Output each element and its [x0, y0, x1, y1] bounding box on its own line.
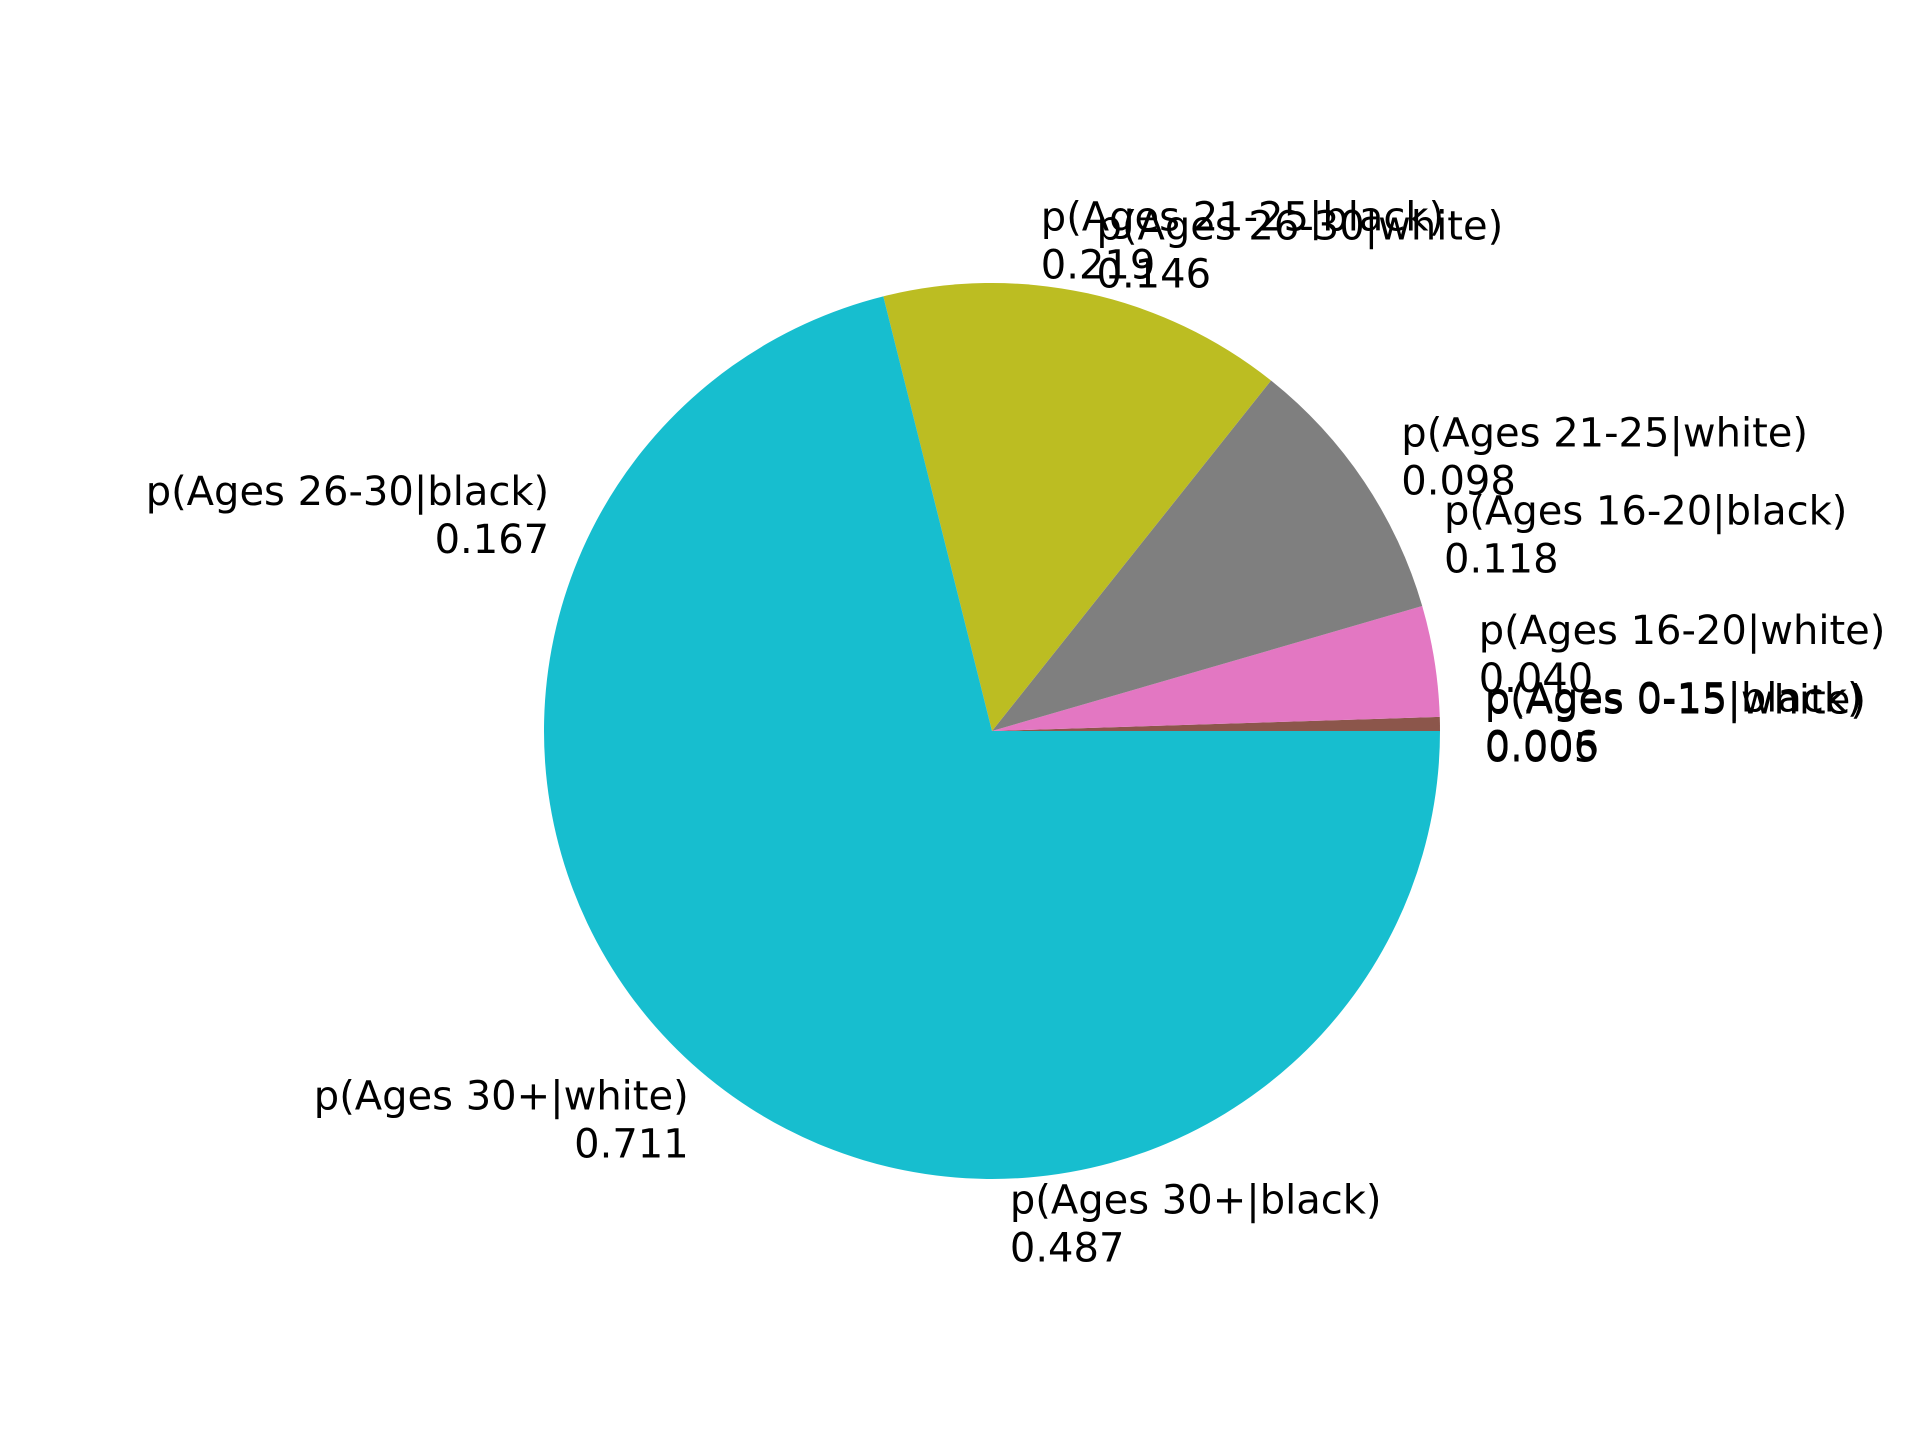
black-slice-label-name: p(Ages 0-15|black)	[1485, 676, 1863, 722]
white-slice-label-name: p(Ages 30+|white)	[314, 1073, 689, 1119]
pie-slice	[544, 296, 1440, 1179]
black-slice-label-value: 0.118	[1444, 537, 1559, 583]
white-slice-label: p(Ages 0-15|white) 0.005	[1485, 677, 1866, 771]
black-slice-label-name: p(Ages 30+|black)	[1010, 1178, 1382, 1224]
black-slice-label: p(Ages 0-15|black) 0.006	[1485, 676, 1863, 770]
pie-labels: p(Ages 0-15|black) 0.006 p(Ages 16-20|blac…	[146, 195, 1886, 1272]
white-slice-label-name: p(Ages 0-15|white)	[1485, 677, 1866, 723]
black-slice-label: p(Ages 30+|black) 0.487	[1010, 1178, 1382, 1272]
pie-slices	[544, 282, 1440, 1179]
white-slice-label-value: 0.146	[1097, 251, 1212, 297]
black-slice-label-name: p(Ages 26-30|black)	[146, 469, 549, 515]
black-slice-label-value: 0.487	[1010, 1226, 1125, 1272]
black-slice-label: p(Ages 21-25|black) 0.219	[1041, 195, 1444, 289]
white-slice-label: p(Ages 30+|white) 0.711	[314, 1073, 689, 1167]
black-slice-label: p(Ages 16-20|black) 0.118	[1444, 489, 1847, 583]
pie-slice	[883, 282, 1272, 731]
white-slice-label-name: p(Ages 21-25|white)	[1401, 411, 1808, 457]
white-slice-label-value: 0.040	[1479, 656, 1594, 702]
black-slice-label-name: p(Ages 21-25|black)	[1041, 195, 1444, 241]
white-slice-label: p(Ages 16-20|white) 0.040	[1479, 608, 1886, 702]
black-slice-label-value: 0.167	[435, 517, 550, 563]
white-slice-label: p(Ages 21-25|white) 0.098	[1401, 411, 1808, 505]
white-slice-label-name: p(Ages 26-30|white)	[1097, 203, 1504, 249]
white-slice-label-value: 0.098	[1401, 459, 1516, 505]
black-slice-label: p(Ages 26-30|black) 0.167	[146, 469, 549, 563]
white-slice-label: p(Ages 26-30|white) 0.146	[1097, 203, 1504, 297]
black-slice-label-name: p(Ages 16-20|black)	[1444, 489, 1847, 535]
pie-slice	[992, 606, 1440, 731]
pie-slice	[992, 716, 1440, 731]
black-slice-label-value: 0.219	[1041, 243, 1156, 289]
white-slice-label-name: p(Ages 16-20|white)	[1479, 608, 1886, 654]
black-slice-label-value: 0.006	[1485, 724, 1600, 770]
pie-slice	[992, 380, 1423, 731]
white-slice-label-value: 0.005	[1485, 725, 1600, 771]
white-slice-label-value: 0.711	[574, 1121, 689, 1167]
